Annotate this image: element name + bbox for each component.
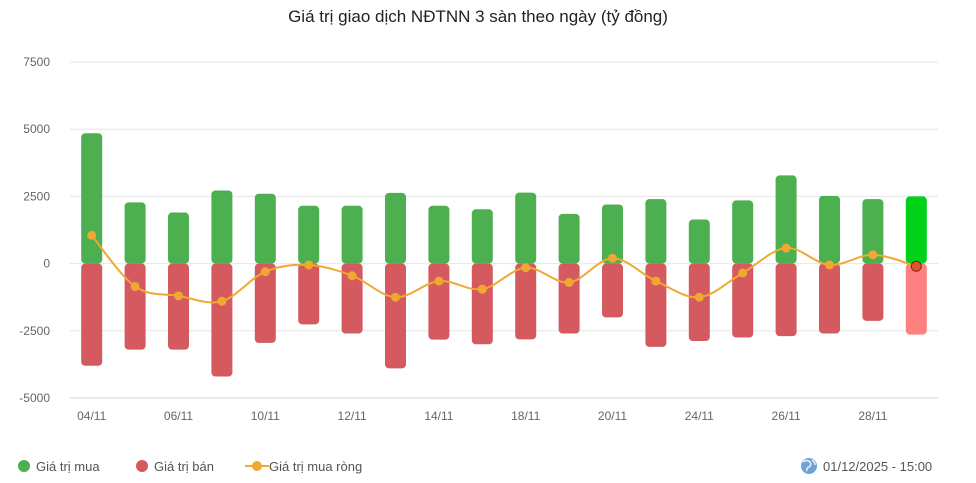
legend-buy-marker	[18, 460, 30, 472]
line-layer	[87, 230, 922, 306]
buy-bar	[168, 212, 189, 264]
buy-bar	[905, 196, 927, 264]
sell-bar	[428, 263, 450, 340]
legend-item-sell[interactable]: Giá trị bán	[136, 459, 214, 474]
legend-net-label: Giá trị mua ròng	[269, 459, 362, 474]
sell-bar	[168, 263, 189, 350]
sell-bar	[862, 263, 884, 321]
legend-item-net[interactable]: Giá trị mua ròng	[245, 459, 362, 474]
sell-bar	[254, 263, 276, 343]
x-tick-label: 10/11	[251, 409, 280, 423]
sell-bar	[558, 263, 580, 334]
buy-bar	[645, 199, 667, 264]
timestamp: 01/12/2025 - 15:00	[801, 458, 932, 474]
net-point	[781, 243, 791, 253]
buy-bar	[558, 213, 580, 264]
net-point	[217, 296, 227, 306]
sell-bar	[732, 263, 754, 338]
net-point	[391, 292, 400, 302]
buy-bar	[341, 205, 363, 264]
x-tick-label: 26/11	[772, 409, 801, 423]
net-point	[130, 281, 140, 291]
x-tick-label: 14/11	[424, 409, 453, 423]
y-tick-label: -2500	[19, 324, 50, 338]
buy-bar	[732, 200, 754, 264]
buy-bar	[688, 219, 710, 264]
net-point	[651, 276, 661, 286]
buy-bar	[471, 209, 493, 264]
sell-bar	[81, 263, 103, 366]
buy-bar	[124, 202, 146, 264]
net-point	[304, 260, 314, 270]
sell-bar	[211, 263, 233, 377]
globe-icon	[801, 458, 817, 474]
y-tick-label: 0	[43, 257, 50, 271]
sell-bar	[298, 263, 320, 325]
sell-bar	[905, 263, 927, 335]
net-point	[174, 291, 183, 301]
net-point	[347, 271, 357, 281]
sell-bar	[341, 263, 363, 334]
net-point	[87, 230, 97, 240]
sell-bar	[602, 263, 623, 318]
buy-bar	[298, 205, 320, 264]
y-tick-label: 5000	[23, 122, 50, 136]
net-point	[608, 253, 617, 263]
net-point-selected	[910, 260, 922, 272]
legend: Giá trị mua Giá trị bán Giá trị mua ròng	[18, 459, 362, 474]
net-point	[564, 277, 574, 287]
x-tick-label: 18/11	[511, 409, 540, 423]
legend-net-marker	[252, 461, 262, 471]
net-point	[260, 267, 270, 277]
net-point	[694, 292, 704, 302]
y-tick-label: -5000	[19, 391, 50, 405]
sell-bar	[819, 263, 840, 334]
x-axis: 04/11 06/11 10/11 12/11 14/11 18/11 20/11 24/11…	[77, 409, 888, 423]
net-point	[434, 276, 444, 286]
sell-bar	[124, 263, 146, 350]
buy-bar	[819, 195, 840, 264]
net-point	[521, 263, 531, 273]
buy-bar	[385, 192, 406, 264]
net-point	[477, 284, 487, 294]
net-point	[738, 268, 748, 278]
x-tick-label: 24/11	[685, 409, 714, 423]
sell-bar	[385, 263, 406, 369]
legend-sell-label: Giá trị bán	[154, 459, 214, 474]
x-tick-label: 12/11	[338, 409, 367, 423]
legend-buy-label: Giá trị mua	[36, 459, 100, 474]
buy-bar	[862, 199, 884, 264]
legend-item-buy[interactable]: Giá trị mua	[18, 459, 100, 474]
x-tick-label: 28/11	[858, 409, 887, 423]
x-tick-label: 20/11	[598, 409, 627, 423]
sell-bar	[515, 263, 537, 340]
net-point	[868, 250, 878, 260]
sell-bar	[471, 263, 493, 345]
y-tick-label: 2500	[23, 189, 50, 203]
y-tick-label: 7500	[23, 55, 50, 69]
legend-sell-marker	[136, 460, 148, 472]
buy-bar	[775, 175, 797, 264]
net-point	[825, 260, 834, 270]
buy-bar	[81, 133, 103, 264]
buy-bar	[211, 190, 233, 264]
sell-bar	[775, 263, 797, 337]
x-tick-label: 06/11	[164, 409, 193, 423]
bars-layer	[81, 133, 927, 377]
buy-bar	[602, 204, 623, 264]
buy-bar	[515, 192, 537, 264]
buy-bar	[428, 205, 450, 264]
buy-bar	[254, 193, 276, 264]
x-tick-label: 04/11	[77, 409, 106, 423]
chart-title: Giá trị giao dịch NĐTNN 3 sàn theo ngày …	[288, 7, 668, 26]
timestamp-text: 01/12/2025 - 15:00	[823, 459, 932, 474]
sell-bar	[688, 263, 710, 342]
